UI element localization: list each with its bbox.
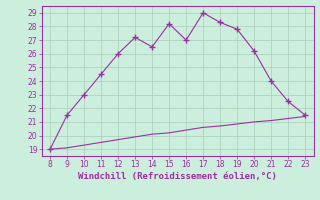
X-axis label: Windchill (Refroidissement éolien,°C): Windchill (Refroidissement éolien,°C) <box>78 172 277 181</box>
